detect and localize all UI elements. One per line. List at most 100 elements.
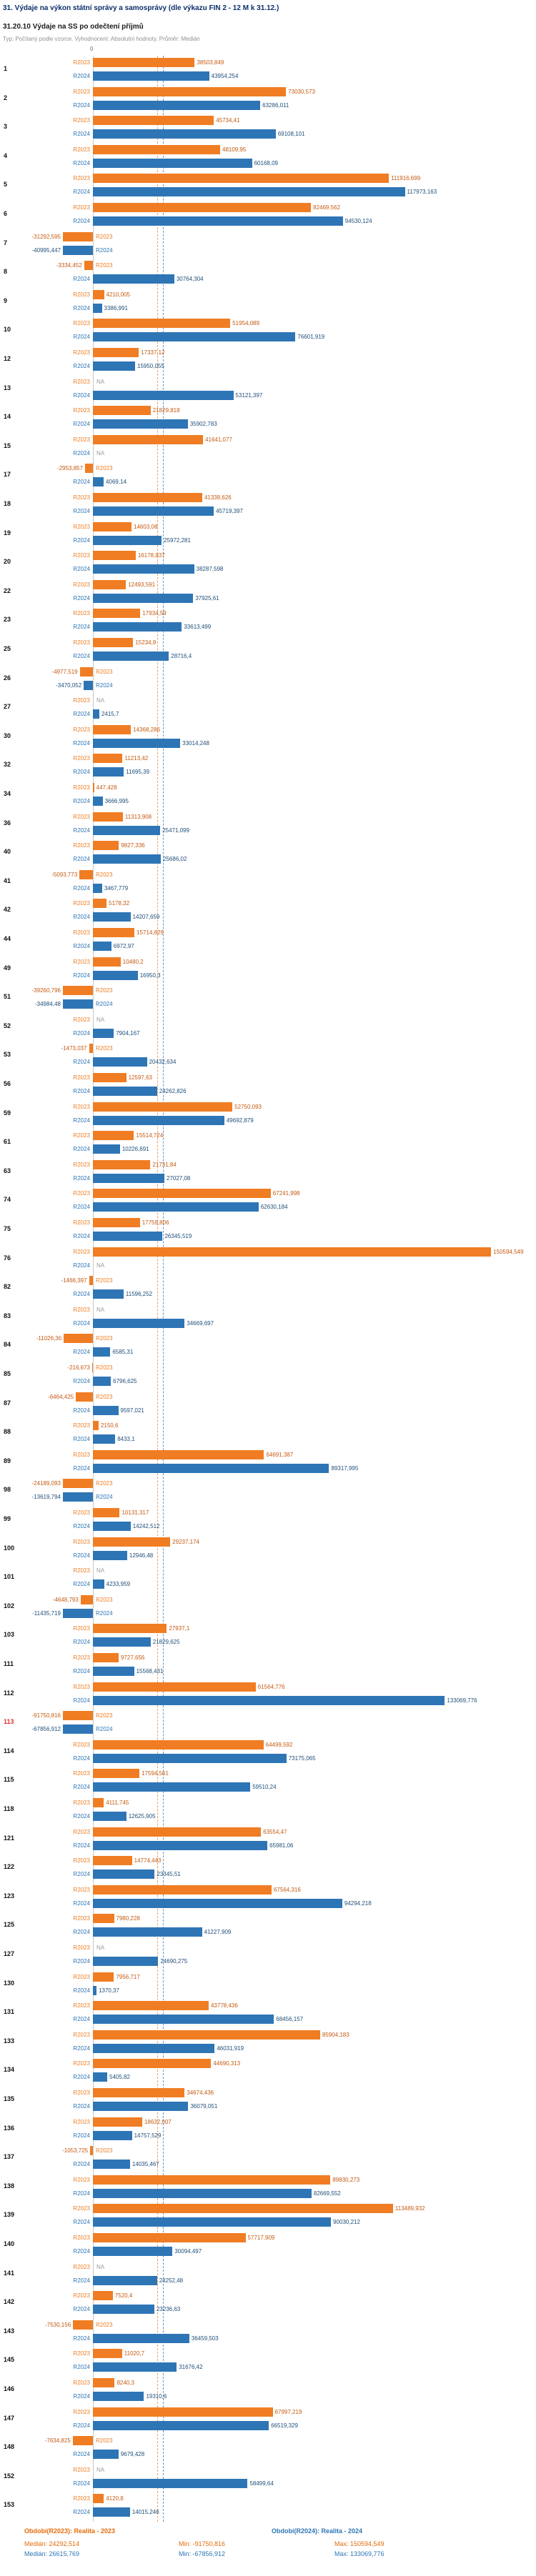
bar-r2024[interactable] <box>93 361 135 371</box>
bar-r2024[interactable] <box>93 2072 107 2082</box>
bar-r2023[interactable] <box>93 1827 262 1837</box>
bar-r2024[interactable] <box>93 100 261 110</box>
bar-r2023[interactable] <box>93 2494 104 2504</box>
bar-r2023[interactable] <box>63 986 93 996</box>
bar-r2024[interactable] <box>93 2275 157 2285</box>
bar-r2023[interactable] <box>93 2030 320 2040</box>
bar-r2023[interactable] <box>93 348 139 357</box>
bar-r2023[interactable] <box>93 1856 132 1866</box>
bar-r2024[interactable] <box>93 1927 202 1937</box>
bar-r2024[interactable] <box>93 854 162 864</box>
bar-r2024[interactable] <box>93 1695 445 1705</box>
bar-r2023[interactable] <box>93 493 202 502</box>
bar-r2023[interactable] <box>93 2233 246 2242</box>
bar-r2023[interactable] <box>93 1914 114 1924</box>
bar-r2024[interactable] <box>93 1522 131 1531</box>
bar-r2024[interactable] <box>93 825 161 835</box>
bar-r2024[interactable] <box>93 1782 251 1792</box>
bar-r2024[interactable] <box>93 942 111 951</box>
bar-r2023[interactable] <box>93 1218 140 1227</box>
bar-r2023[interactable] <box>93 1131 134 1141</box>
bar-r2024[interactable] <box>93 738 181 748</box>
bar-r2023[interactable] <box>93 1884 272 1894</box>
bar-r2024[interactable] <box>93 2450 119 2460</box>
bar-r2024[interactable] <box>93 1173 164 1183</box>
bar-r2023[interactable] <box>93 1624 167 1634</box>
bar-r2024[interactable] <box>63 1608 93 1618</box>
bar-r2024[interactable] <box>93 1579 104 1589</box>
bar-r2023[interactable] <box>63 1479 93 1489</box>
bar-r2023[interactable] <box>73 2320 93 2330</box>
bar-r2023[interactable] <box>93 609 141 619</box>
bar-r2023[interactable] <box>93 957 121 967</box>
bar-r2024[interactable] <box>93 2392 144 2401</box>
bar-r2024[interactable] <box>93 1289 124 1299</box>
bar-r2024[interactable] <box>93 593 194 603</box>
bar-r2024[interactable] <box>63 1724 93 1734</box>
bar-r2024[interactable] <box>93 1637 151 1647</box>
bar-r2024[interactable] <box>93 2043 215 2053</box>
bar-r2023[interactable] <box>93 86 287 96</box>
bar-r2024[interactable] <box>93 506 214 516</box>
bar-r2024[interactable] <box>93 1840 268 1850</box>
bar-r2024[interactable] <box>93 2160 130 2170</box>
bar-r2024[interactable] <box>93 1087 157 1096</box>
bar-r2023[interactable] <box>93 754 123 764</box>
bar-r2023[interactable] <box>93 841 119 851</box>
bar-r2023[interactable] <box>93 2349 122 2359</box>
bar-r2023[interactable] <box>93 434 204 444</box>
bar-r2023[interactable] <box>93 928 135 937</box>
bar-r2024[interactable] <box>93 2247 173 2256</box>
bar-r2023[interactable] <box>93 1972 114 1982</box>
bar-r2023[interactable] <box>93 2117 142 2127</box>
bar-r2024[interactable] <box>93 1869 155 1879</box>
bar-r2024[interactable] <box>93 303 102 313</box>
bar-r2023[interactable] <box>79 869 93 879</box>
bar-r2023[interactable] <box>93 579 126 589</box>
bar-r2024[interactable] <box>93 332 296 342</box>
bar-r2024[interactable] <box>93 1347 111 1357</box>
bar-r2024[interactable] <box>93 2507 130 2517</box>
bar-r2024[interactable] <box>93 71 209 81</box>
bar-r2024[interactable] <box>93 1753 287 1763</box>
bar-r2024[interactable] <box>63 1492 93 1502</box>
bar-r2024[interactable] <box>93 2305 154 2315</box>
bar-r2024[interactable] <box>93 158 252 168</box>
bar-r2024[interactable] <box>93 2478 248 2488</box>
bar-r2023[interactable] <box>93 1508 120 1517</box>
bar-r2023[interactable] <box>76 1392 93 1402</box>
bar-r2024[interactable] <box>93 187 405 197</box>
bar-r2024[interactable] <box>93 1812 126 1821</box>
bar-r2024[interactable] <box>93 2217 332 2227</box>
bar-r2023[interactable] <box>72 2436 93 2446</box>
bar-r2023[interactable] <box>93 812 123 822</box>
bar-r2024[interactable] <box>93 767 124 777</box>
bar-r2023[interactable] <box>93 551 136 561</box>
bar-r2024[interactable] <box>93 1667 134 1676</box>
bar-r2024[interactable] <box>93 1318 185 1328</box>
bar-r2024[interactable] <box>93 1985 97 1995</box>
bar-r2024[interactable] <box>93 1202 259 1212</box>
bar-r2023[interactable] <box>89 1276 93 1286</box>
bar-r2024[interactable] <box>63 245 93 255</box>
bar-r2024[interactable] <box>93 797 103 806</box>
bar-r2023[interactable] <box>93 1247 492 1257</box>
bar-r2024[interactable] <box>93 652 169 661</box>
bar-r2023[interactable] <box>93 1449 264 1459</box>
bar-r2024[interactable] <box>93 2130 132 2140</box>
bar-r2023[interactable] <box>93 2175 331 2185</box>
bar-r2024[interactable] <box>93 2362 177 2372</box>
bar-r2023[interactable] <box>93 1537 171 1547</box>
bar-r2023[interactable] <box>93 2059 212 2069</box>
bar-r2024[interactable] <box>93 2015 274 2025</box>
bar-r2024[interactable] <box>93 912 131 922</box>
bar-r2023[interactable] <box>93 1682 256 1692</box>
bar-r2023[interactable] <box>93 116 214 126</box>
bar-r2023[interactable] <box>63 1711 93 1721</box>
bar-r2024[interactable] <box>93 1463 329 1473</box>
bar-r2023[interactable] <box>93 1189 271 1199</box>
bar-r2023[interactable] <box>84 261 93 271</box>
bar-r2024[interactable] <box>93 2188 312 2198</box>
bar-r2023[interactable] <box>93 2001 209 2011</box>
bar-r2023[interactable] <box>93 1798 104 1807</box>
